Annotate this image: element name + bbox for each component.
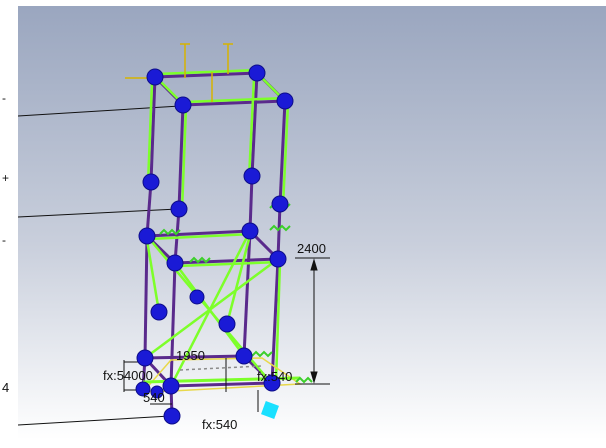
- dimension-label-540: 540: [143, 390, 165, 405]
- node[interactable]: [150, 303, 168, 321]
- 3d-viewport[interactable]: 2400 1950 fx:54000 540 fx:540 fx:540: [17, 6, 606, 440]
- margin-mark-1: -: [2, 91, 6, 105]
- node[interactable]: [269, 250, 287, 268]
- node[interactable]: [136, 349, 154, 367]
- force-label-right: fx:540: [257, 369, 292, 384]
- margin-mark-2: +: [2, 171, 9, 185]
- node[interactable]: [263, 374, 281, 392]
- margin-mark-4: 4: [2, 380, 9, 395]
- node[interactable]: [235, 347, 253, 365]
- frame-model-canvas[interactable]: 2400 1950 fx:54000 540 fx:540 fx:540: [17, 6, 606, 440]
- node[interactable]: [150, 385, 164, 399]
- dimension-label-1950: 1950: [176, 348, 205, 363]
- dimension-label-2400: 2400: [297, 241, 326, 256]
- selected-node[interactable]: [261, 401, 279, 419]
- node[interactable]: [276, 92, 294, 110]
- node[interactable]: [146, 68, 164, 86]
- node[interactable]: [218, 315, 236, 333]
- node[interactable]: [138, 227, 156, 245]
- margin-mark-3: -: [2, 233, 6, 247]
- node[interactable]: [174, 96, 192, 114]
- node[interactable]: [243, 167, 261, 185]
- frame-nodes[interactable]: [135, 64, 294, 425]
- node[interactable]: [241, 222, 259, 240]
- node[interactable]: [166, 254, 184, 272]
- node[interactable]: [135, 381, 151, 397]
- left-margin: - + - 4: [2, 91, 9, 395]
- node[interactable]: [170, 200, 188, 218]
- node[interactable]: [271, 195, 289, 213]
- node[interactable]: [163, 407, 181, 425]
- force-label-bottom: fx:540: [202, 417, 237, 432]
- annotation-labels: 2400 1950 fx:54000 540 fx:540 fx:540: [103, 241, 326, 432]
- node[interactable]: [189, 289, 205, 305]
- force-label-left: fx:54000: [103, 368, 153, 383]
- node[interactable]: [162, 377, 180, 395]
- node[interactable]: [248, 64, 266, 82]
- node[interactable]: [142, 173, 160, 191]
- viewport-background: [18, 6, 606, 440]
